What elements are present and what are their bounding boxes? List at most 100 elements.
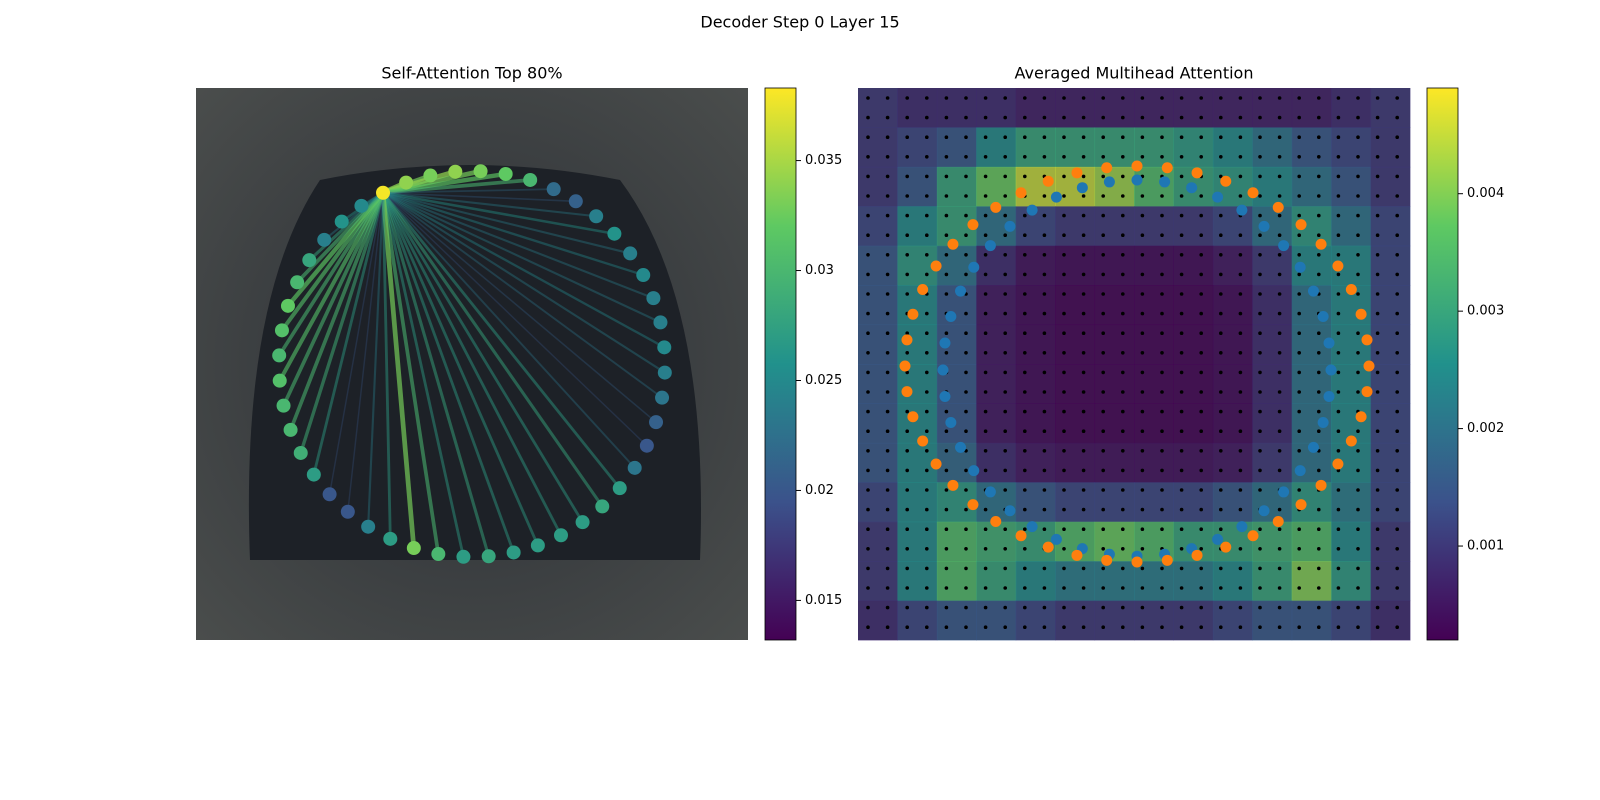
grid-dot [964, 311, 968, 316]
point [1258, 220, 1270, 232]
grid-dot [885, 272, 890, 277]
grid-dot [885, 390, 890, 394]
grid-dot [1199, 507, 1203, 512]
grid-dot [1277, 527, 1282, 531]
heatmap-cell [897, 442, 938, 483]
grid-dot [983, 174, 988, 179]
grid-dot [983, 233, 988, 237]
point [907, 308, 919, 320]
heatmap-cell [897, 88, 938, 128]
heatmap-cell [1055, 442, 1096, 483]
grid-dot [944, 468, 949, 473]
grid-dot [1101, 155, 1105, 159]
grid-dot [905, 253, 909, 257]
grid-dot [1179, 566, 1184, 571]
grid-dot [983, 527, 988, 531]
heatmap-cell [1134, 245, 1174, 286]
grid-dot [1179, 213, 1184, 218]
heatmap-cell [897, 521, 938, 562]
point [1131, 556, 1143, 568]
grid-dot [1042, 527, 1047, 531]
grid-dot [964, 331, 968, 336]
grid-dot [1121, 233, 1125, 237]
colorbar [1426, 87, 1459, 641]
grid-dot [944, 547, 949, 551]
grid-dot [1238, 135, 1243, 139]
grid-dot [925, 488, 929, 492]
point [1103, 176, 1115, 188]
grid-dot [1356, 253, 1360, 257]
heatmap-cell [897, 127, 938, 168]
grid-dot [1258, 468, 1262, 473]
suptitle: Decoder Step 0 Layer 15 [700, 13, 899, 32]
heatmap-cell [1094, 403, 1135, 444]
grid-dot [983, 625, 988, 629]
grid-dot [885, 468, 890, 473]
heatmap-cell [897, 166, 938, 207]
attention-line [382, 191, 615, 235]
grid-dot [866, 527, 870, 531]
grid-dot [1336, 233, 1341, 237]
grid-dot [1179, 488, 1184, 492]
heatmap-cell [1015, 127, 1056, 168]
grid-dot [1297, 488, 1301, 492]
grid-dot [1219, 213, 1223, 218]
heatmap-cell [1173, 206, 1214, 247]
point [939, 390, 951, 402]
heatmap-cell [897, 206, 938, 247]
grid-dot [1042, 96, 1047, 100]
heatmap-cell [1252, 127, 1293, 168]
grid-dot [1395, 115, 1399, 120]
attention-line [382, 191, 576, 203]
grid-dot [1277, 96, 1282, 100]
point [1315, 479, 1327, 491]
heatmap-cell [858, 442, 898, 483]
grid-dot [905, 625, 909, 629]
grid-dot [1395, 429, 1399, 434]
heatmap-cell [858, 166, 898, 207]
grid-dot [1062, 625, 1066, 629]
grid-dot [1101, 390, 1105, 394]
grid-dot [1375, 96, 1380, 100]
grid-dot [1199, 155, 1203, 159]
grid-dot [885, 213, 890, 218]
heatmap-cell [936, 561, 977, 602]
point [1315, 238, 1327, 250]
grid-dot [1375, 194, 1380, 198]
point [1131, 160, 1143, 172]
grid-dot [1375, 135, 1380, 139]
grid-dot [1356, 449, 1360, 453]
grid-dot [1199, 135, 1203, 139]
grid-dot [1258, 115, 1262, 120]
attention-line [277, 191, 385, 382]
heatmap-cell [1331, 206, 1372, 247]
grid-dot [1258, 331, 1262, 336]
point [1345, 435, 1357, 447]
grid-dot [1121, 96, 1125, 100]
grid-dot [964, 625, 968, 629]
grid-dot [1140, 409, 1145, 414]
heatmap-cell [1173, 364, 1214, 404]
node [290, 275, 305, 290]
grid-dot [1336, 390, 1341, 394]
grid-dot [1356, 233, 1360, 237]
point [1191, 167, 1203, 179]
node [272, 348, 287, 363]
grid-dot [1258, 155, 1262, 159]
grid-dot [1336, 409, 1341, 414]
grid-dot [1219, 527, 1223, 531]
heatmap-cell [1094, 88, 1135, 128]
grid-dot [925, 253, 929, 257]
grid-dot [1336, 586, 1341, 590]
grid-dot [1081, 605, 1086, 610]
grid-dot [1395, 135, 1399, 139]
node [575, 515, 590, 530]
heatmap-cell [858, 285, 898, 326]
heatmap-cell [1055, 600, 1096, 641]
heatmap-cell [1055, 482, 1096, 523]
panel-title: Self-Attention Top 80% [381, 64, 562, 83]
grid-dot [1121, 155, 1125, 159]
grid-dot [1003, 449, 1007, 453]
grid-dot [1317, 507, 1321, 512]
grid-dot [1062, 507, 1066, 512]
